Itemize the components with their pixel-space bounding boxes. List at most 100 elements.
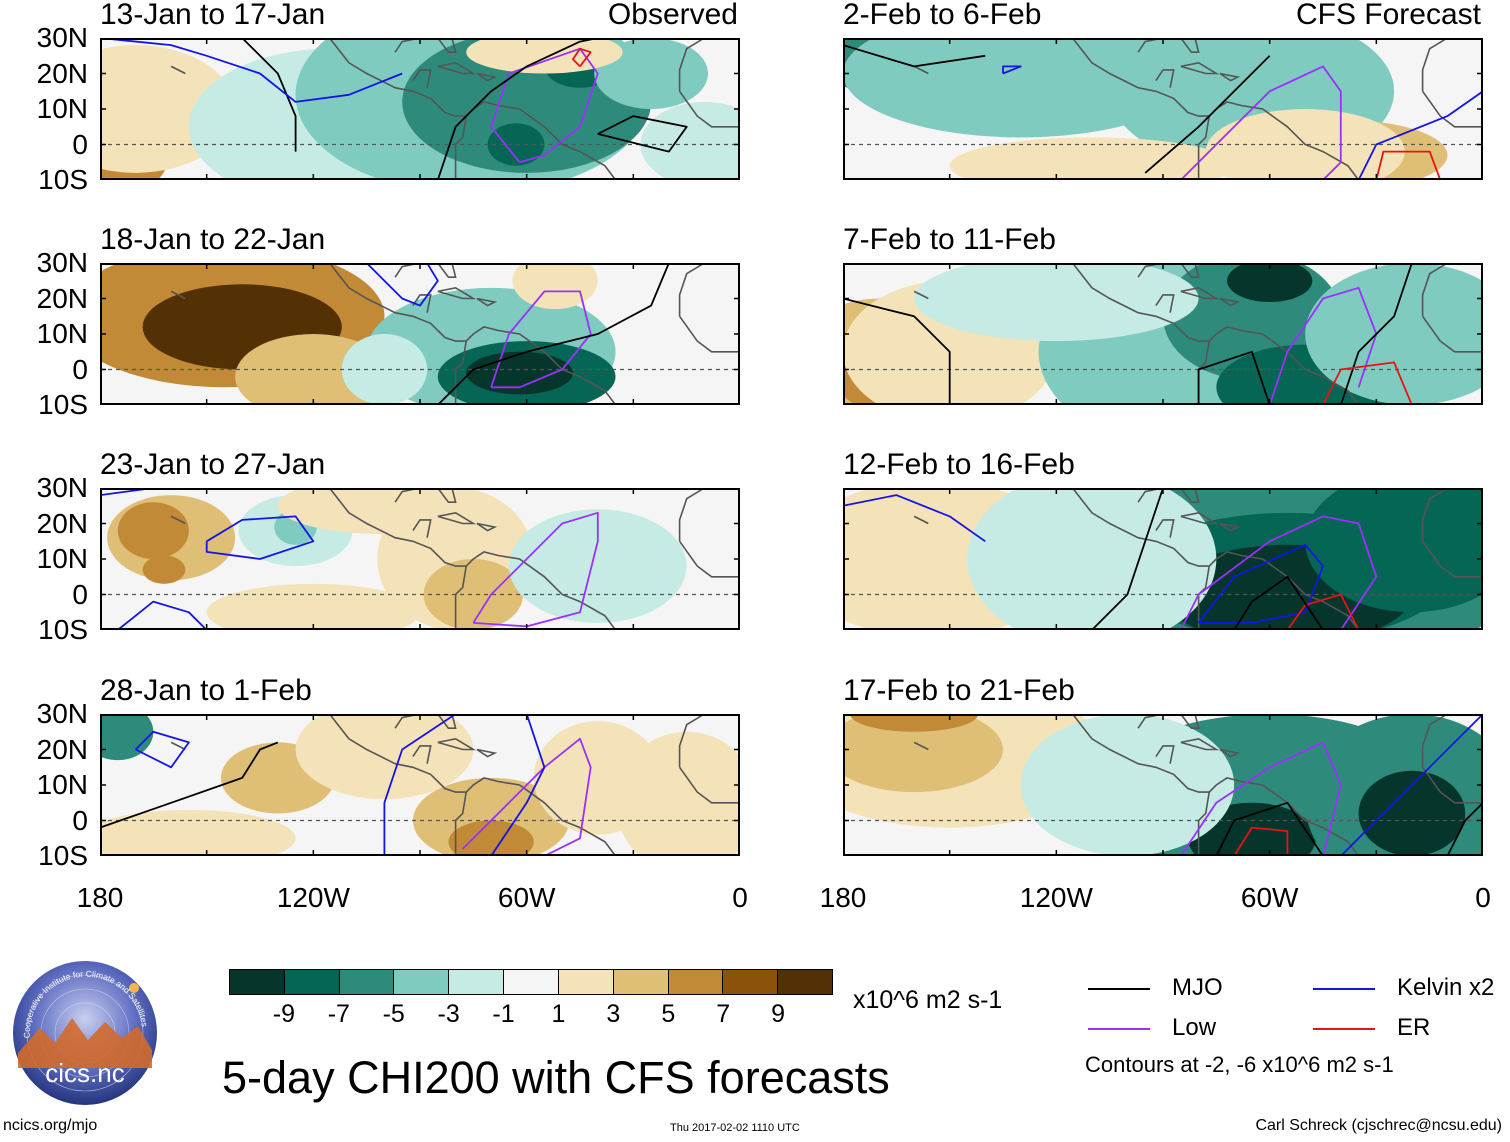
coastline bbox=[678, 263, 723, 317]
map-canvas bbox=[843, 263, 1483, 405]
colorbar-tick-label: -5 bbox=[382, 1000, 405, 1028]
chart-title: 5-day CHI200 with CFS forecasts bbox=[222, 1052, 890, 1103]
coastline bbox=[1219, 522, 1241, 532]
anomaly-shading bbox=[206, 583, 420, 630]
anomaly-shading bbox=[1305, 488, 1483, 613]
coastline bbox=[1038, 714, 1360, 856]
coastline bbox=[913, 741, 929, 751]
y-tick-label: 0 bbox=[72, 128, 88, 160]
coastline bbox=[1421, 263, 1466, 317]
low-contour bbox=[1179, 515, 1378, 630]
coastline bbox=[1137, 263, 1200, 278]
y-tick-label: 0 bbox=[72, 353, 88, 385]
coastline bbox=[394, 488, 457, 503]
contour-note: Contours at -2, -6 x10^6 m2 s-1 bbox=[1085, 1052, 1394, 1077]
y-tick-label: 20N bbox=[36, 57, 88, 89]
mjo-contour bbox=[1091, 488, 1164, 630]
x-tick-label: 120W bbox=[1019, 882, 1093, 913]
colorbar-tick-label: 1 bbox=[551, 1000, 566, 1028]
low-contour bbox=[490, 47, 599, 164]
colorbar-swatch bbox=[668, 970, 724, 994]
coastline bbox=[437, 61, 477, 75]
low-contour bbox=[1180, 741, 1342, 856]
coastline bbox=[295, 488, 617, 630]
map-frame bbox=[100, 263, 740, 405]
colorbar-swatch bbox=[558, 970, 614, 994]
y-tick-label: 0 bbox=[72, 578, 88, 610]
kelvin-contour bbox=[205, 515, 315, 560]
coastline bbox=[170, 515, 186, 525]
coastline bbox=[170, 741, 186, 751]
map-panel: 13-Jan to 17-Jan Observed bbox=[100, 0, 740, 180]
map-canvas bbox=[100, 714, 740, 856]
anomaly-shading bbox=[117, 502, 189, 559]
panel-period: 23-Jan to 27-Jan bbox=[100, 448, 326, 481]
cics-logo: cics.nc Cooperative Institute for Climat… bbox=[10, 958, 160, 1113]
y-tick-label: 20N bbox=[36, 282, 88, 314]
map-panel: 12-Feb to 16-Feb bbox=[843, 448, 1483, 630]
kelvin-contour bbox=[383, 714, 457, 856]
colorbar-tick-label: 3 bbox=[606, 1000, 621, 1028]
anomaly-shading bbox=[914, 263, 1199, 342]
coastline bbox=[1155, 519, 1175, 538]
coastline bbox=[1219, 748, 1241, 758]
coastline bbox=[1421, 38, 1466, 92]
coastline bbox=[476, 297, 498, 307]
anomaly-shading bbox=[1358, 770, 1466, 856]
colorbar-swatch bbox=[723, 970, 779, 994]
anomaly-shading bbox=[277, 488, 492, 535]
coastline bbox=[1180, 737, 1220, 751]
kelvin-contour bbox=[490, 714, 546, 856]
coastline bbox=[394, 38, 457, 53]
anomaly-shading bbox=[100, 714, 154, 761]
y-tick-label: 30N bbox=[36, 472, 88, 503]
mjo-contour bbox=[1144, 55, 1271, 174]
map-canvas bbox=[843, 714, 1483, 856]
anomaly-shading bbox=[967, 488, 1217, 630]
map-frame bbox=[843, 714, 1483, 856]
coastline bbox=[913, 515, 929, 525]
anomaly-shading bbox=[142, 555, 186, 584]
footer-site: ncics.org/mjo bbox=[3, 1117, 98, 1134]
map-canvas bbox=[100, 488, 740, 630]
map-frame bbox=[843, 488, 1483, 630]
coastline bbox=[437, 286, 477, 300]
colorbar-tick-label: 5 bbox=[661, 1000, 676, 1028]
coastline bbox=[678, 90, 740, 128]
low-contour bbox=[1268, 286, 1378, 405]
y-tick-label: 30N bbox=[36, 22, 88, 53]
cics-logo-graphic: cics.nc Cooperative Institute for Climat… bbox=[13, 961, 157, 1105]
colorbar-tick-label: -7 bbox=[327, 1000, 350, 1028]
coastline bbox=[1421, 540, 1483, 578]
x-tick-label: 180 bbox=[819, 882, 867, 913]
anomaly-shading bbox=[508, 509, 687, 623]
mjo-contour bbox=[843, 297, 951, 405]
mjo-contour bbox=[843, 44, 986, 68]
colorbar-tick-label: 7 bbox=[716, 1000, 731, 1028]
legend-line bbox=[1088, 988, 1150, 990]
coastline bbox=[412, 294, 432, 313]
anomaly-shading bbox=[1227, 263, 1313, 303]
map-panel: 7-Feb to 11-Feb bbox=[843, 223, 1483, 405]
coastline bbox=[1137, 38, 1200, 53]
coastline bbox=[678, 488, 723, 542]
coastline bbox=[295, 714, 617, 856]
coastline bbox=[437, 511, 477, 525]
coastline bbox=[1180, 286, 1220, 300]
map-canvas bbox=[100, 38, 740, 180]
map-panel: 23-Jan to 27-Jan bbox=[100, 448, 740, 630]
map-canvas bbox=[843, 488, 1483, 630]
colorbar-units: x10^6 m2 s-1 bbox=[853, 986, 1003, 1014]
colorbar-tick-label: -3 bbox=[437, 1000, 460, 1028]
panel-period: 28-Jan to 1-Feb bbox=[100, 674, 312, 707]
coastline bbox=[1421, 90, 1483, 128]
coastline bbox=[476, 748, 498, 758]
coastline bbox=[678, 714, 723, 768]
legend-line bbox=[1313, 1028, 1375, 1030]
coastline bbox=[1180, 511, 1220, 525]
colorbar-swatch bbox=[778, 970, 832, 994]
mjo-contour bbox=[100, 741, 279, 829]
y-tick-label: 20N bbox=[36, 507, 88, 539]
coastline bbox=[678, 38, 723, 92]
kelvin-contour bbox=[134, 730, 190, 769]
